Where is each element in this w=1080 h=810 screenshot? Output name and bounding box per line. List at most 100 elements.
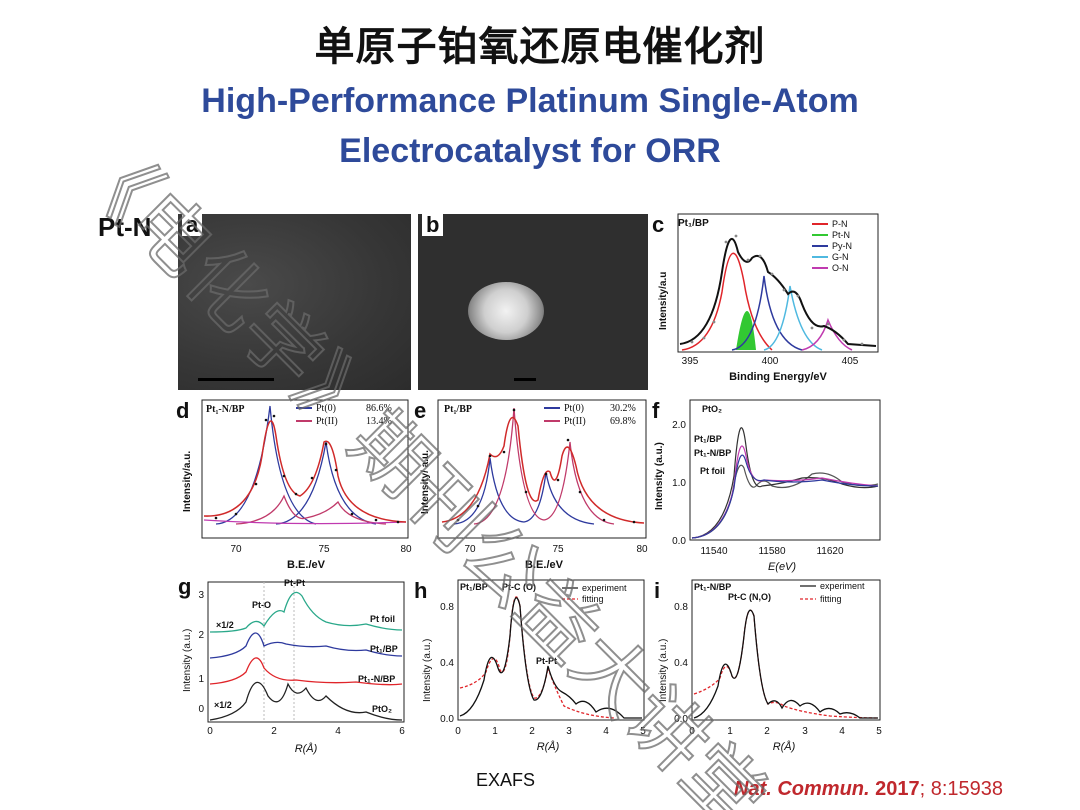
x-tick: 3 [566,726,572,737]
x-tick: 4 [839,726,845,737]
x-tick: 3 [802,726,808,737]
curve-pto2 [209,681,403,721]
title-chinese: 单原子铂氧还原电催化剂 [314,24,766,70]
legend-g-n: G-N [832,252,849,262]
label-pto2: PtO₂ [372,704,392,714]
panel-e-ylabel: Intensity/ a.u. [420,450,431,514]
panel-i-ylabel: Intensity (a.u.) [658,639,669,702]
title-english-line-1: High-Performance Platinum Single-Atom [201,82,859,120]
panel-i-label: i [654,578,660,603]
curve-pt1-bp [209,632,403,659]
panel-e-label: e [414,398,426,423]
label-pto2: PtO₂ [702,404,722,414]
y-tick: 1.0 [672,478,686,489]
curve-pt-foil [691,464,879,539]
panel-e-sample: Pt₁/BP [444,404,472,415]
background-line [203,519,407,525]
panel-c-xps-chart: c Pt₁/BP P-N Pt-N Py-N G-N O-N Intensity… [652,212,879,383]
curve-pt-foil [209,591,403,633]
peak-pt-o: Pt-O [252,600,271,610]
panel-h-sample: Pt₁/BP [460,582,488,592]
x-tick: 70 [464,544,476,555]
legend-p-n: P-N [832,219,848,229]
panel-f-xanes-chart: f 0.0 1.0 2.0 PtO₂ Pt₁/BP Pt₁-N/BP Pt fo… [652,398,881,573]
data-points [456,408,636,524]
y-tick: 0.8 [674,602,688,613]
panel-a-micrograph: a [178,214,411,390]
panel-c-xlabel: Binding Energy/eV [729,371,827,383]
scale-bar [514,378,536,381]
panel-i-exafs-fit-chart: i Pt₁-N/BP experiment fitting 0.0 0.4 0.… [654,578,882,753]
curve-experiment [693,609,878,719]
x-tick: 5 [640,726,646,737]
label-pt1-bp: Pt₁/BP [370,644,398,654]
panel-e-xps-chart: e Pt₁/BP Pt(0) 30.2% Pt(II) 69.8% Intens… [414,398,648,571]
x-tick: 2 [764,726,770,737]
panel-g-exafs-chart: g 0 1 2 3 Pt-O Pt-Pt ×1/2 ×1/2 Pt foil P… [178,576,405,755]
x-tick: 11580 [758,546,786,557]
y-tick: 2 [198,630,204,641]
panel-b-micrograph: b [418,214,648,390]
citation-volume: ; 8:15938 [919,778,1004,800]
peak-pt-c-o: Pt-C (O) [502,582,536,592]
x-tick: 2 [271,726,277,737]
legend-fitting: fitting [582,594,604,604]
label-pt-foil: Pt foil [700,466,725,476]
label-pt1-n-bp: Pt₁-N/BP [358,674,395,684]
caption: EXAFS [476,770,536,790]
peak-pt-pt: Pt-Pt [536,656,557,666]
panel-d-legend: Pt(0) 86.6% Pt(II) 13.4% [296,403,392,427]
y-tick: 2.0 [672,420,686,431]
x-tick: 0 [455,726,461,737]
legend-pt0-value: 86.6% [366,403,392,414]
citation-journal: Nat. Commun. [734,778,870,800]
legend-pt0: Pt(0) [564,403,584,414]
label-pt1-bp: Pt₁/BP [694,434,722,444]
label-pt-foil: Pt foil [370,614,395,624]
panel-i-xlabel: R(Å) [773,740,796,753]
citation-year: 2017 [875,778,920,800]
legend-o-n: O-N [832,263,849,273]
legend-experiment: experiment [582,583,627,593]
scale-factor: ×1/2 [216,620,234,630]
legend-pt2-value: 69.8% [610,416,636,427]
peak-pt-n-fill [736,311,756,350]
panel-e-legend: Pt(0) 30.2% Pt(II) 69.8% [544,403,636,427]
x-tick: 11620 [816,546,844,557]
y-tick: 0.4 [674,658,688,669]
peak-pt-c-n-o: Pt-C (N,O) [728,592,771,602]
panel-c-ylabel: Intensity/a.u [658,272,669,330]
y-tick: 0.0 [672,536,686,547]
data-points [690,234,864,346]
y-tick: 0.4 [440,658,454,669]
x-tick: 2 [529,726,535,737]
y-tick: 1 [198,674,204,685]
curve-fitting [693,609,879,719]
x-tick: 75 [318,544,330,555]
envelope [679,238,877,347]
panel-h-exafs-fit-chart: h Pt₁/BP experiment fitting 0.0 0.4 0.8 … [414,578,646,753]
scale-bar [198,378,274,381]
panel-c-legend: P-N Pt-N Py-N G-N O-N [812,219,852,273]
curve-pt1-n-bp [209,657,403,686]
pt2-peaks [235,494,387,525]
panel-f-ylabel: Intensity (a.u.) [654,442,665,510]
panel-d-xlabel: B.E./eV [287,559,326,571]
legend-pt0-value: 30.2% [610,403,636,414]
data-points [214,414,400,524]
panel-h-legend: experiment fitting [562,583,627,604]
panel-d-ylabel: Intensity/a.u. [182,451,193,512]
panel-f-xlabel: E(eV) [768,561,796,573]
pt0-peak-1 [215,405,317,525]
panel-a-label: a [182,214,203,236]
x-tick: 4 [603,726,609,737]
x-tick: 70 [230,544,242,555]
panel-i-legend: experiment fitting [800,581,865,604]
legend-pt2: Pt(II) [564,416,586,427]
x-tick: 0 [689,726,695,737]
x-tick: 80 [636,544,648,555]
legend-py-n: Py-N [832,241,852,251]
x-tick: 395 [682,356,699,367]
peak-pt-pt: Pt-Pt [284,578,305,588]
panel-d-label: d [176,398,189,423]
